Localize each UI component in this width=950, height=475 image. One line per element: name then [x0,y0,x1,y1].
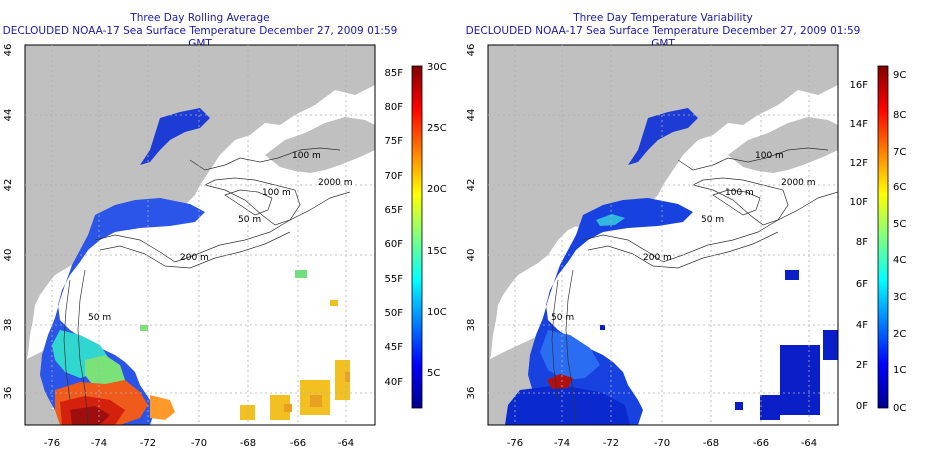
lon-tick: -66 [753,438,769,449]
lon-tick: -66 [290,438,306,449]
colorbar-f-label: 0F [856,401,868,412]
right-lat-axis: 46 44 42 40 38 36 [466,44,477,400]
lat-tick: 42 [3,179,14,192]
colorbar-f-label: 12F [850,158,869,169]
contour-label: 100 m [755,151,784,161]
lat-tick: 38 [466,319,477,332]
left-colorbar-f-labels: 85F 80F 75F 70F 65F 60F 55F 50F 45F 40F [385,68,404,388]
colorbar-f-label: 2F [856,360,868,371]
colorbar-f-label: 75F [385,136,404,147]
lat-tick: 40 [3,249,14,262]
colorbar-f-label: 70F [385,171,404,182]
contour-label: 100 m [292,151,321,161]
lon-tick: -76 [44,438,60,449]
colorbar-f-label: 40F [385,377,404,388]
lon-tick: -76 [507,438,523,449]
right-title-line1: Three Day Temperature Variability [573,12,753,24]
colorbar-f-label: 65F [385,205,404,216]
lon-tick: -70 [191,438,207,449]
left-map: 100 m 100 m 2000 m 50 m 200 m 50 m -76 -… [3,44,447,449]
right-contours [551,147,838,425]
right-lon-axis: -76 -74 -72 -70 -68 -66 -64 [507,438,817,449]
left-contour-labels: 100 m 100 m 2000 m 50 m 200 m 50 m [88,151,353,323]
contour-label: 2000 m [318,178,353,188]
lat-tick: 46 [3,44,14,57]
colorbar-c-label: 5C [427,368,440,379]
colorbar-c-label: 30C [427,62,447,73]
colorbar-f-label: 8F [856,237,868,248]
lat-tick: 36 [3,387,14,400]
colorbar-f-label: 60F [385,239,404,250]
lat-tick: 46 [466,44,477,57]
contour-label: 200 m [643,253,672,263]
lon-tick: -74 [554,438,570,449]
colorbar-f-label: 85F [385,68,404,79]
left-map-frame [24,44,376,426]
contour-label: 50 m [551,313,574,323]
colorbar-c-label: 8C [893,110,906,121]
right-map-frame [487,44,839,426]
colorbar-c-label: 0C [893,403,906,414]
colorbar-c-label: 1C [893,365,906,376]
left-lat-axis: 46 44 42 40 38 36 [3,44,14,400]
colorbar-c-label: 7C [893,147,906,158]
lat-tick: 44 [466,109,477,122]
colorbar-c-label: 4C [893,255,906,266]
lon-tick: -74 [91,438,107,449]
right-title: Three Day Temperature Variability DECLOU… [463,12,863,51]
colorbar-f-label: 45F [385,342,404,353]
colorbar-f-label: 14F [850,119,869,130]
colorbar-c-label: 5C [893,219,906,230]
colorbar-c-label: 10C [427,307,447,318]
contour-label: 2000 m [781,178,816,188]
left-title-line1: Three Day Rolling Average [130,12,270,24]
colorbar-c-label: 9C [893,70,906,81]
contour-label: 50 m [88,313,111,323]
lat-tick: 38 [3,319,14,332]
left-grid [25,45,375,425]
right-colorbar-f-labels: 16F 14F 12F 10F 8F 6F 4F 2F 0F [850,80,869,412]
lon-tick: -72 [140,438,156,449]
colorbar-f-label: 55F [385,274,404,285]
contour-label: 50 m [238,215,261,225]
left-colorbar [411,65,423,409]
contour-label: 100 m [725,188,754,198]
colorbar-c-label: 6C [893,182,906,193]
contour-label: 50 m [701,215,724,225]
left-lon-axis: -76 -74 -72 -70 -68 -66 -64 [44,438,354,449]
colorbar-c-label: 3C [893,292,906,303]
colorbar-f-label: 6F [856,279,868,290]
colorbar-c-label: 25C [427,123,447,134]
right-map: 100 m 100 m 2000 m 50 m 200 m 50 m -76 -… [466,44,906,449]
right-colorbar [877,65,889,409]
colorbar-f-label: 10F [850,197,869,208]
right-grid [488,45,838,425]
lon-tick: -64 [338,438,354,449]
colorbar-f-label: 4F [856,320,868,331]
lat-tick: 42 [466,179,477,192]
lon-tick: -68 [240,438,256,449]
lon-tick: -68 [703,438,719,449]
right-contour-labels: 100 m 100 m 2000 m 50 m 200 m 50 m [551,151,816,323]
colorbar-c-label: 15C [427,246,447,257]
lat-tick: 44 [3,109,14,122]
lon-tick: -64 [801,438,817,449]
right-colorbar-c-labels: 9C 8C 7C 6C 5C 4C 3C 2C 1C 0C [893,70,906,414]
colorbar-f-label: 16F [850,80,869,91]
colorbar-f-label: 50F [385,308,404,319]
colorbar-f-label: 80F [385,102,404,113]
lat-tick: 36 [466,387,477,400]
lon-tick: -70 [654,438,670,449]
left-colorbar-c-labels: 30C 25C 20C 15C 10C 5C [427,62,447,379]
contour-label: 200 m [180,253,209,263]
lon-tick: -72 [603,438,619,449]
left-contours [63,147,351,425]
lat-tick: 40 [466,249,477,262]
contour-label: 100 m [262,188,291,198]
colorbar-c-label: 20C [427,184,447,195]
colorbar-c-label: 2C [893,329,906,340]
